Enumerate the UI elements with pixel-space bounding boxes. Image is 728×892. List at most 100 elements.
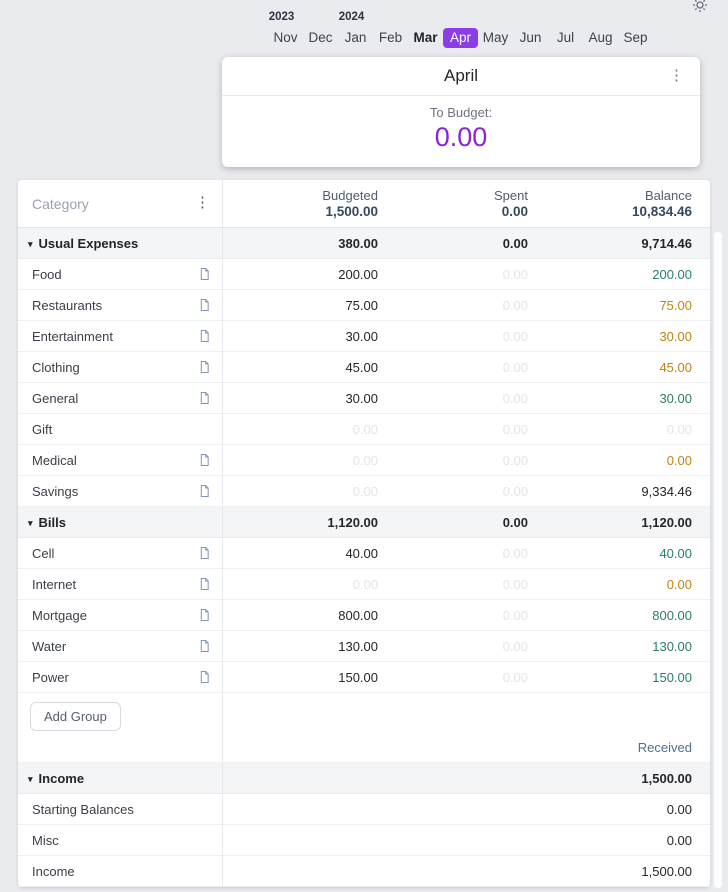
- category-cell[interactable]: Food: [18, 267, 222, 282]
- received-cell[interactable]: 1,500.00: [641, 863, 692, 879]
- month-item-apr-selected[interactable]: Apr: [443, 28, 478, 48]
- balance-cell[interactable]: 45.00: [659, 359, 692, 375]
- month-item-aug[interactable]: Aug: [588, 30, 613, 45]
- spent-cell[interactable]: 0.00: [502, 421, 528, 437]
- balance-cell[interactable]: 30.00: [659, 328, 692, 344]
- category-cell[interactable]: Entertainment: [18, 329, 222, 344]
- note-icon[interactable]: [199, 546, 210, 560]
- category-cell[interactable]: Starting Balances: [18, 802, 222, 817]
- note-icon[interactable]: [199, 267, 210, 281]
- group-row-usual-expenses[interactable]: ▾ Usual Expenses 380.00 0.00 9,714.46: [18, 228, 710, 259]
- add-group-button[interactable]: Add Group: [30, 702, 121, 731]
- budgeted-cell[interactable]: 45.00: [345, 359, 378, 375]
- spent-cell[interactable]: 0.00: [502, 266, 528, 282]
- budgeted-cell[interactable]: 0.00: [352, 576, 378, 592]
- received-cell[interactable]: 0.00: [666, 832, 692, 848]
- scrollbar-thumb[interactable]: [714, 232, 722, 888]
- balance-cell[interactable]: 75.00: [659, 297, 692, 313]
- spent-cell[interactable]: 0.00: [502, 638, 528, 654]
- month-item-may[interactable]: May: [482, 30, 509, 45]
- spent-cell[interactable]: 0.00: [502, 545, 528, 561]
- category-cell[interactable]: Medical: [18, 453, 222, 468]
- budgeted-cell[interactable]: 150.00: [338, 669, 378, 685]
- category-cell[interactable]: Power: [18, 670, 222, 685]
- note-icon[interactable]: [199, 329, 210, 343]
- budgeted-cell[interactable]: 800.00: [338, 607, 378, 623]
- spent-cell[interactable]: 0.00: [502, 328, 528, 344]
- spent-cell[interactable]: 0.00: [502, 669, 528, 685]
- spent-total: 0.00: [501, 204, 528, 219]
- spent-column-header[interactable]: Spent 0.00: [378, 188, 528, 219]
- budgeted-cell[interactable]: 0.00: [352, 452, 378, 468]
- category-cell[interactable]: Mortgage: [18, 608, 222, 623]
- month-item-dec[interactable]: Dec: [308, 30, 333, 45]
- spent-cell[interactable]: 0.00: [502, 576, 528, 592]
- month-item-jun[interactable]: Jun: [519, 30, 542, 45]
- budgeted-cell[interactable]: 0.00: [352, 421, 378, 437]
- budgeted-cell[interactable]: 0.00: [352, 483, 378, 499]
- collapse-arrow-icon[interactable]: ▾: [28, 517, 33, 528]
- budgeted-cell[interactable]: 200.00: [338, 266, 378, 282]
- category-cell[interactable]: Water: [18, 639, 222, 654]
- balance-cell[interactable]: 0.00: [666, 421, 692, 437]
- collapse-arrow-icon[interactable]: ▾: [28, 773, 33, 784]
- group-row-income[interactable]: ▾ Income 1,500.00: [18, 763, 710, 794]
- year-label: 2023: [268, 11, 295, 23]
- balance-cell[interactable]: 40.00: [659, 545, 692, 561]
- month-item-sep[interactable]: Sep: [623, 30, 648, 45]
- to-budget-value[interactable]: 0.00: [434, 122, 488, 152]
- sun-icon[interactable]: [692, 0, 708, 18]
- note-icon[interactable]: [199, 608, 210, 622]
- budgeted-cell[interactable]: 75.00: [345, 297, 378, 313]
- balance-cell[interactable]: 200.00: [652, 266, 692, 282]
- received-cell[interactable]: 0.00: [666, 801, 692, 817]
- category-cell[interactable]: Internet: [18, 577, 222, 592]
- spent-cell[interactable]: 0.00: [502, 297, 528, 313]
- kebab-menu-icon[interactable]: ⋮: [669, 67, 684, 84]
- note-icon[interactable]: [199, 453, 210, 467]
- month-item-jul[interactable]: Jul: [556, 30, 575, 45]
- balance-cell[interactable]: 800.00: [652, 607, 692, 623]
- budgeted-cell[interactable]: 30.00: [345, 328, 378, 344]
- spent-cell[interactable]: 0.00: [502, 483, 528, 499]
- month-item-feb[interactable]: Feb: [378, 30, 403, 45]
- category-cell[interactable]: Savings: [18, 484, 222, 499]
- balance-cell[interactable]: 9,334.46: [641, 483, 692, 499]
- category-cell[interactable]: Gift: [18, 422, 222, 437]
- budgeted-cell[interactable]: 130.00: [338, 638, 378, 654]
- budgeted-cell[interactable]: 30.00: [345, 390, 378, 406]
- spent-cell[interactable]: 0.00: [502, 359, 528, 375]
- category-cell[interactable]: Clothing: [18, 360, 222, 375]
- budgeted-cell[interactable]: 40.00: [345, 545, 378, 561]
- note-icon[interactable]: [199, 484, 210, 498]
- month-item-nov[interactable]: Nov: [273, 30, 298, 45]
- collapse-arrow-icon[interactable]: ▾: [28, 238, 33, 249]
- group-balance: 1,120.00: [641, 514, 692, 530]
- balance-cell[interactable]: 150.00: [652, 669, 692, 685]
- month-item-jan[interactable]: Jan: [344, 30, 367, 45]
- category-cell[interactable]: Income: [18, 864, 222, 879]
- group-name: Bills: [38, 514, 66, 530]
- spent-cell[interactable]: 0.00: [502, 452, 528, 468]
- balance-cell[interactable]: 30.00: [659, 390, 692, 406]
- note-icon[interactable]: [199, 298, 210, 312]
- spent-cell[interactable]: 0.00: [502, 390, 528, 406]
- balance-cell[interactable]: 0.00: [666, 452, 692, 468]
- balance-column-header[interactable]: Balance 10,834.46: [528, 188, 692, 219]
- balance-cell[interactable]: 130.00: [652, 638, 692, 654]
- spent-cell[interactable]: 0.00: [502, 607, 528, 623]
- note-icon[interactable]: [199, 639, 210, 653]
- note-icon[interactable]: [199, 391, 210, 405]
- budgeted-column-header[interactable]: Budgeted 1,500.00: [222, 188, 378, 219]
- category-cell[interactable]: Misc: [18, 833, 222, 848]
- category-cell[interactable]: Cell: [18, 546, 222, 561]
- balance-cell[interactable]: 0.00: [666, 576, 692, 592]
- category-cell[interactable]: Restaurants: [18, 298, 222, 313]
- month-item-mar[interactable]: Mar: [413, 30, 438, 45]
- note-icon[interactable]: [199, 577, 210, 591]
- category-cell[interactable]: General: [18, 391, 222, 406]
- note-icon[interactable]: [199, 360, 210, 374]
- category-menu-icon[interactable]: ⋮: [195, 193, 210, 211]
- note-icon[interactable]: [199, 670, 210, 684]
- group-row-bills[interactable]: ▾ Bills 1,120.00 0.00 1,120.00: [18, 507, 710, 538]
